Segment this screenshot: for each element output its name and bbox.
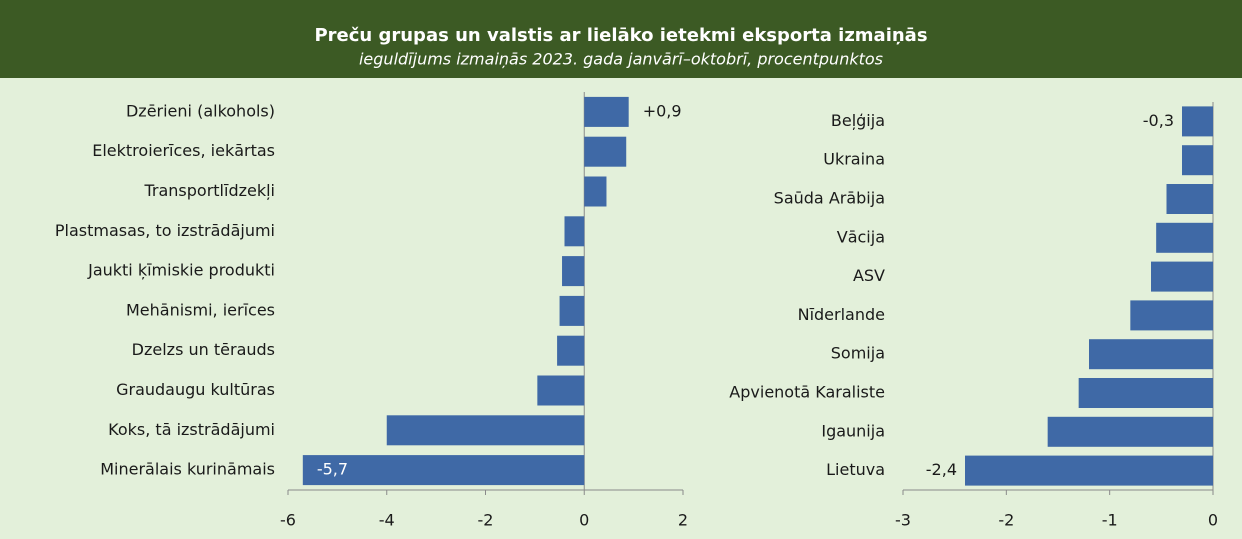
category-label: Apvienotā Karaliste: [729, 383, 885, 402]
x-tick-label: -6: [280, 511, 296, 530]
category-label: Koks, tā izstrādājumi: [108, 420, 275, 439]
bar: [564, 216, 585, 247]
bar: [562, 256, 585, 287]
category-label: Plastmasas, to izstrādājumi: [55, 221, 275, 240]
category-label: Beļģija: [831, 111, 885, 130]
x-tick-label: -2: [998, 511, 1014, 530]
category-label: Igaunija: [821, 421, 885, 440]
bar: [1047, 416, 1213, 447]
bar: [584, 136, 627, 167]
category-label: Saūda Arābija: [774, 189, 885, 208]
category-label: Graudaugu kultūras: [116, 380, 275, 399]
bar: [584, 176, 607, 207]
x-tick-label: -2: [478, 511, 494, 530]
x-tick-label: -1: [1102, 511, 1118, 530]
bar: [1089, 339, 1213, 370]
category-label: Ukraina: [823, 150, 885, 169]
chart-subtitle: ieguldījums izmaiņās 2023. gada janvārī–…: [359, 50, 883, 69]
value-label: -5,7: [317, 460, 348, 479]
category-label: Lietuva: [826, 460, 885, 479]
bar: [965, 455, 1213, 486]
category-label: Mehānismi, ierīces: [126, 300, 275, 319]
bar: [584, 96, 629, 127]
chart-title: Preču grupas un valstis ar lielāko ietek…: [314, 25, 927, 46]
x-tick-label: 0: [1208, 511, 1218, 530]
category-label: Minerālais kurināmais: [100, 460, 275, 479]
bar: [386, 415, 585, 446]
value-label: -0,3: [1143, 111, 1174, 130]
bar: [1166, 184, 1213, 214]
x-tick-label: 2: [678, 511, 688, 530]
bar: [559, 295, 585, 326]
bar: [1182, 145, 1213, 176]
bar: [557, 335, 585, 366]
category-label: Elektroierīces, iekārtas: [92, 141, 275, 160]
value-label: -2,4: [926, 460, 957, 479]
category-label: Dzelzs un tērauds: [132, 340, 275, 359]
bar: [1130, 300, 1213, 331]
category-label: ASV: [853, 266, 885, 285]
bar: [1078, 378, 1213, 408]
bar: [1151, 261, 1213, 292]
value-label: +0,9: [643, 101, 682, 120]
x-tick-label: 0: [579, 511, 589, 530]
header: [0, 0, 1242, 78]
category-label: Somija: [831, 344, 885, 363]
bar: [1182, 106, 1213, 137]
category-label: Transportlīdzekļi: [143, 181, 275, 200]
category-label: Vācija: [837, 227, 885, 246]
x-tick-label: -4: [379, 511, 395, 530]
bar: [1156, 222, 1213, 253]
x-tick-label: -3: [895, 511, 911, 530]
category-label: Jaukti ķīmiskie produkti: [87, 261, 275, 280]
bar: [537, 375, 585, 406]
category-label: Nīderlande: [798, 305, 885, 324]
category-label: Dzērieni (alkohols): [126, 101, 275, 120]
bar: [302, 455, 585, 486]
